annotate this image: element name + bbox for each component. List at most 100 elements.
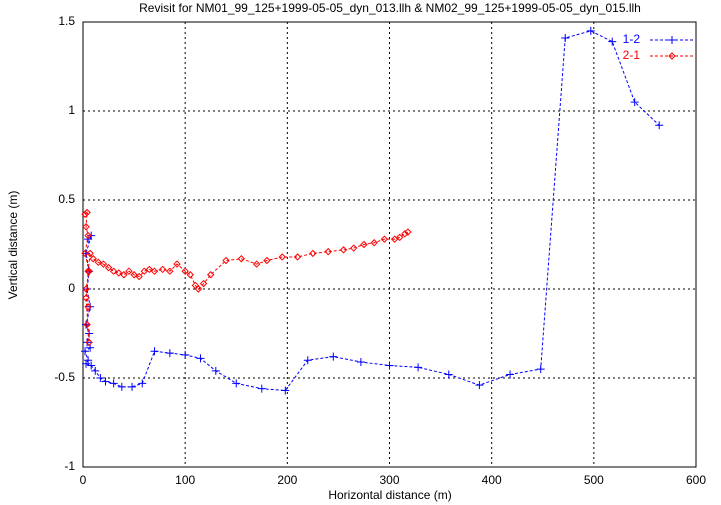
marker: [85, 267, 93, 275]
marker: [89, 255, 97, 263]
marker: [82, 222, 90, 231]
series-line: [84, 211, 409, 343]
marker: [115, 269, 123, 277]
marker: [303, 356, 312, 365]
marker: [401, 230, 409, 238]
x-tick-label: 600: [686, 473, 706, 487]
marker: [81, 249, 89, 258]
y-tick-label: -1: [64, 459, 75, 473]
chart-title: Revisit for NM01_99_125+1999-05-05_dyn_0…: [139, 1, 641, 15]
marker: [81, 210, 89, 218]
x-tick-label: 500: [584, 473, 604, 487]
marker: [173, 260, 181, 268]
marker: [211, 366, 220, 375]
marker: [82, 285, 90, 293]
legend-label: 2-1: [623, 48, 641, 62]
marker: [586, 26, 595, 35]
marker: [324, 247, 332, 256]
marker: [396, 233, 404, 242]
marker: [655, 121, 664, 130]
marker: [404, 228, 412, 236]
x-tick-label: 300: [379, 473, 399, 487]
x-tick-label: 0: [80, 473, 87, 487]
marker: [117, 382, 126, 391]
marker: [125, 267, 133, 275]
series-line: [84, 30, 660, 391]
y-axis-label: Vertical distance (m): [6, 191, 20, 300]
marker: [309, 249, 317, 258]
y-tick-label: 0.5: [58, 192, 75, 206]
marker: [86, 302, 95, 311]
marker: [82, 359, 91, 368]
marker: [104, 263, 113, 272]
x-tick-label: 100: [175, 473, 195, 487]
marker: [199, 279, 208, 288]
marker: [181, 350, 190, 359]
marker: [138, 379, 147, 388]
marker: [84, 356, 93, 365]
marker: [150, 267, 159, 275]
legend-marker: [668, 36, 676, 44]
marker: [83, 338, 92, 347]
marker: [339, 246, 348, 254]
marker: [293, 253, 302, 261]
marker: [444, 370, 453, 379]
marker: [390, 235, 399, 243]
marker: [145, 265, 154, 274]
marker: [257, 384, 266, 393]
marker: [370, 239, 378, 247]
marker: [475, 381, 484, 390]
marker: [86, 249, 94, 258]
marker: [128, 382, 137, 391]
marker: [84, 231, 92, 240]
marker: [109, 379, 118, 388]
legend-marker: [668, 52, 676, 60]
marker: [158, 265, 167, 274]
marker: [385, 361, 394, 370]
marker: [561, 34, 570, 43]
x-tick-label: 200: [277, 473, 297, 487]
marker: [165, 349, 174, 358]
marker: [135, 272, 143, 281]
marker: [536, 365, 545, 374]
marker: [140, 267, 149, 275]
marker: [608, 37, 617, 46]
marker: [263, 256, 271, 265]
marker: [83, 320, 91, 329]
marker: [81, 347, 90, 356]
y-tick-label: 1: [68, 103, 75, 117]
marker: [414, 363, 423, 372]
marker: [120, 271, 128, 279]
marker: [232, 379, 241, 388]
marker: [196, 354, 205, 363]
marker: [380, 235, 389, 243]
marker: [96, 374, 105, 382]
marker: [194, 285, 203, 293]
marker: [222, 256, 230, 265]
marker: [109, 267, 118, 275]
marker: [82, 294, 90, 302]
marker: [237, 255, 246, 263]
marker: [360, 240, 368, 249]
marker: [101, 377, 110, 386]
marker: [84, 267, 92, 275]
marker: [84, 303, 92, 311]
marker: [630, 98, 639, 107]
marker: [356, 357, 365, 366]
marker: [329, 352, 338, 361]
marker: [278, 253, 286, 261]
marker: [130, 271, 138, 279]
marker: [166, 267, 174, 275]
x-axis-label: Horizontal distance (m): [328, 488, 451, 502]
marker: [94, 258, 103, 267]
x-tick-label: 400: [482, 473, 502, 487]
marker: [350, 244, 358, 252]
marker: [85, 338, 93, 347]
marker: [181, 267, 189, 275]
marker: [207, 271, 215, 279]
marker: [150, 347, 159, 356]
y-tick-label: 1.5: [58, 14, 75, 28]
marker: [99, 260, 108, 268]
marker: [91, 366, 100, 375]
